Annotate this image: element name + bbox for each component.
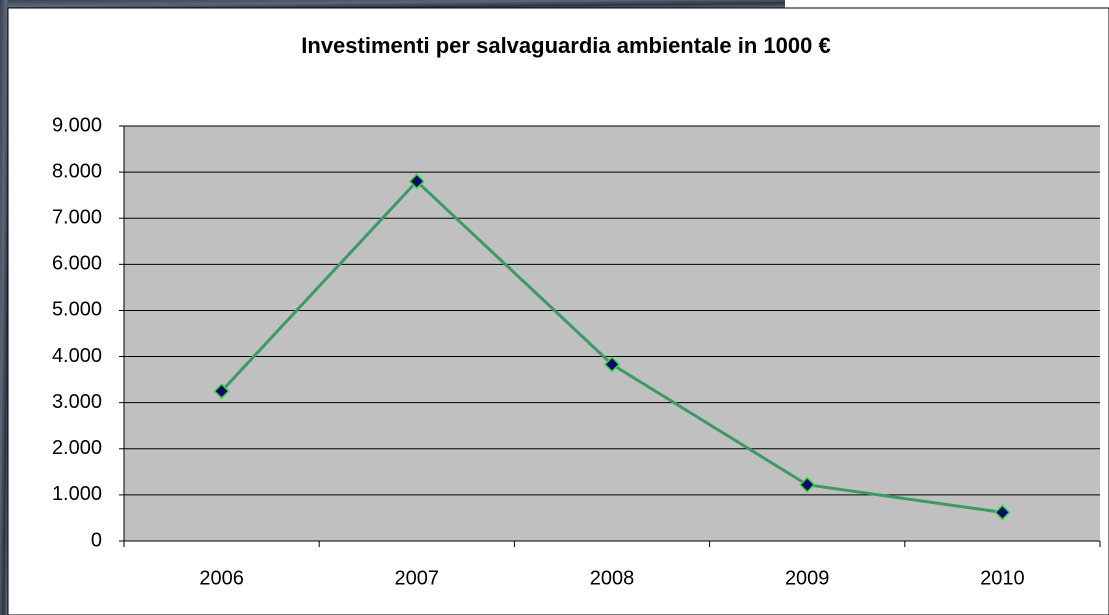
y-tick-label: 6.000 <box>52 253 102 275</box>
y-tick-label: 0 <box>91 529 102 551</box>
backdrop-top <box>0 0 785 8</box>
y-tick-label: 9.000 <box>52 114 102 136</box>
backdrop-left <box>0 0 8 615</box>
y-tick-label: 7.000 <box>52 207 102 229</box>
y-tick-label: 4.000 <box>52 345 102 367</box>
x-tick-label: 2006 <box>199 567 244 589</box>
y-tick-label: 1.000 <box>52 483 102 505</box>
x-tick-label: 2010 <box>980 567 1025 589</box>
chart: Investimenti per salvaguardia ambientale… <box>0 0 1109 615</box>
y-tick-label: 2.000 <box>52 437 102 459</box>
chart-title: Investimenti per salvaguardia ambientale… <box>301 33 830 58</box>
y-tick-label: 3.000 <box>52 391 102 413</box>
plot-area <box>124 126 1100 541</box>
plot: 0 1.000 2.000 3.000 4.000 5.000 6.000 7.000 8.00… <box>52 114 1100 589</box>
y-tick-label: 5.000 <box>52 299 102 321</box>
y-tick-label: 8.000 <box>52 160 102 182</box>
x-tick-label: 2009 <box>785 567 830 589</box>
x-tick-label: 2007 <box>395 567 440 589</box>
x-tick-label: 2008 <box>590 567 635 589</box>
